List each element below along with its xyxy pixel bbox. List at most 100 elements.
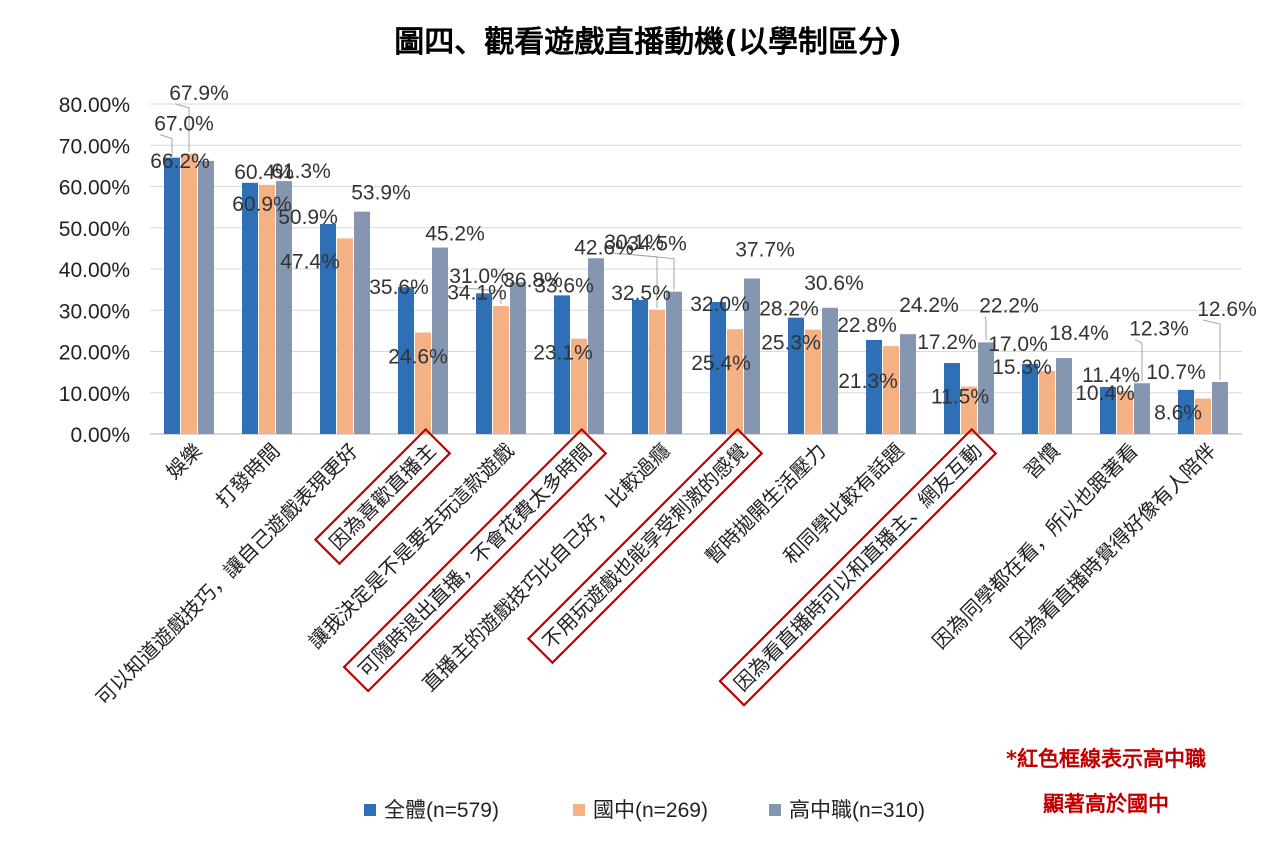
bar-series-0-cat-10 [944, 363, 960, 434]
bar-series-1-cat-9 [883, 346, 899, 434]
data-label-series-0-cat-0: 67.0% [154, 113, 214, 136]
data-label-series-0-cat-5: 33.6% [534, 274, 594, 297]
bar-series-1-cat-10 [961, 386, 977, 434]
bar-series-0-cat-6 [632, 299, 648, 434]
data-label-series-2-cat-11: 18.4% [1049, 322, 1109, 345]
data-label-series-0-cat-3: 35.6% [369, 276, 429, 299]
y-tick-label: 0.00% [70, 424, 130, 447]
data-label-series-1-cat-5: 23.1% [533, 342, 593, 365]
leader-line-series-0-cat-0 [159, 134, 173, 156]
bar-series-0-cat-13 [1178, 389, 1194, 434]
data-label-series-0-cat-8: 28.2% [759, 298, 819, 321]
legend: 全體(n=579) 國中(n=269) 高中職(n=310) [364, 799, 925, 822]
data-label-series-2-cat-4: 36.8% [503, 269, 563, 292]
highlight-boxes [313, 427, 998, 707]
bar-series-2-cat-0 [198, 160, 214, 435]
data-labels: 67.0% 67.9% 66.2% 60.9% 60.4%61.3% 50.9% 47.4%… [150, 82, 1257, 425]
data-label-series-0-cat-2: 50.9% [278, 206, 338, 229]
bar-series-0-cat-9 [866, 339, 882, 434]
y-tick-label: 10.00% [59, 383, 130, 406]
bar-series-1-cat-5 [571, 338, 587, 434]
note-line-1: *紅色框線表示高中職 [1006, 747, 1206, 771]
legend-label-1: 國中(n=269) [593, 799, 708, 822]
data-label-series-1-cat-12: 10.4% [1075, 382, 1135, 405]
bar-series-1-cat-4 [493, 306, 509, 434]
data-label-series-0-cat-9: 22.8% [837, 314, 897, 337]
bar-series-0-cat-11 [1022, 363, 1038, 434]
y-tick-label: 60.00% [59, 177, 130, 200]
data-label-series-2-cat-7: 37.7% [735, 238, 795, 261]
data-label-series-2-cat-13: 12.6% [1197, 298, 1257, 321]
bar-series-2-cat-1 [276, 181, 292, 434]
leader-line-series-2-cat-6 [632, 254, 675, 290]
bar-series-0-cat-1 [242, 182, 258, 434]
data-label-series-2-cat-10: 22.2% [979, 294, 1039, 317]
data-label-series-1-cat-2: 47.4% [280, 250, 340, 273]
bar-series-1-cat-6 [649, 309, 665, 434]
bar-series-0-cat-2 [320, 224, 336, 434]
highlight-box-cat-5 [342, 427, 608, 693]
bar-series-1-cat-7 [727, 329, 743, 434]
data-label-series-0-cat-10: 17.2% [917, 331, 977, 354]
data-label-series-0-cat-4: 34.1% [447, 281, 507, 304]
bar-series-0-cat-7 [710, 302, 726, 434]
bar-series-0-cat-0 [164, 157, 180, 434]
data-label-series-0-cat-11: 17.0% [988, 333, 1048, 356]
bar-series-2-cat-8 [822, 307, 838, 434]
data-label-series-1-cat-13: 8.6% [1154, 402, 1202, 425]
legend-label-2: 高中職(n=310) [789, 799, 925, 822]
legend-swatch-0 [364, 804, 376, 816]
data-label-series-1-cat-7: 25.4% [691, 352, 751, 375]
data-label-series-1-cat-3: 24.6% [388, 346, 448, 369]
legend-swatch-2 [769, 804, 781, 816]
leader-line-series-1-cat-0 [174, 103, 190, 152]
data-label-series-0-cat-7: 32.0% [690, 293, 750, 316]
data-label-series-1-cat-9: 21.3% [838, 370, 898, 393]
bar-series-1-cat-1 [259, 184, 275, 434]
data-label-series-1-cat-11: 15.3% [992, 356, 1052, 379]
y-tick-label: 70.00% [59, 135, 130, 158]
bars [164, 153, 1228, 435]
data-label-series-1-cat-6: 30.1% [604, 231, 664, 254]
y-tick-label: 40.00% [59, 259, 130, 282]
category-label: 習慣 [1019, 439, 1064, 484]
data-label-series-0-cat-12: 11.4% [1082, 364, 1140, 387]
y-axis-ticks: 0.00% 10.00% 20.00% 30.00% 40.00% 50.00% 60.00… [59, 94, 130, 447]
bar-series-2-cat-9 [900, 334, 916, 434]
data-label-series-1-cat-10: 11.5% [931, 386, 989, 409]
bar-series-1-cat-2 [337, 238, 353, 434]
highlight-box-cat-7 [526, 427, 764, 665]
data-label-series-2-cat-2: 53.9% [351, 182, 411, 205]
leader-line-series-1-cat-4 [454, 286, 502, 305]
bar-series-0-cat-5 [554, 295, 570, 434]
bar-series-2-cat-5 [588, 258, 604, 434]
bar-series-2-cat-10 [978, 342, 994, 434]
bar-series-2-cat-4 [510, 282, 526, 434]
legend-label-0: 全體(n=579) [384, 799, 499, 822]
y-tick-label: 20.00% [59, 342, 130, 365]
legend-swatch-1 [573, 804, 585, 816]
bar-series-2-cat-11 [1056, 358, 1072, 434]
data-label-series-2-cat-0: 66.2% [150, 150, 210, 173]
bar-series-2-cat-13 [1212, 382, 1228, 434]
y-tick-label: 30.00% [59, 300, 130, 323]
x-axis-category-labels: 娛樂 打發時間可以知道遊戲技巧，讓自己遊戲表現更好因為喜歡直播主讓我決定是不是要去… [91, 439, 1221, 711]
data-label-series-2-cat-3: 45.2% [425, 223, 485, 246]
leader-line-series-2-cat-12 [1134, 338, 1143, 382]
chart-title: 圖四、觀看遊戲直播動機(以學制區分) [394, 25, 901, 60]
highlight-box-cat-3 [313, 427, 452, 566]
bar-series-0-cat-8 [788, 317, 804, 434]
data-label-series-2-cat-5: 42.6% [574, 236, 634, 259]
data-label-series-2-cat-9: 24.2% [899, 294, 959, 317]
bar-series-2-cat-2 [354, 211, 370, 434]
bar-series-0-cat-4 [476, 293, 492, 434]
label-leaders [159, 103, 1221, 382]
data-label-series-1-cat-1: 60.4% [234, 161, 294, 184]
bar-series-2-cat-3 [432, 247, 448, 434]
leader-line-series-2-cat-13 [1202, 319, 1221, 381]
data-label-series-2-cat-6: 34.5% [627, 233, 687, 256]
data-label-series-0-cat-6: 32.5% [611, 282, 671, 305]
data-label-series-1-cat-8: 25.3% [761, 332, 821, 355]
data-label-series-2-cat-1: 61.3% [271, 160, 331, 183]
